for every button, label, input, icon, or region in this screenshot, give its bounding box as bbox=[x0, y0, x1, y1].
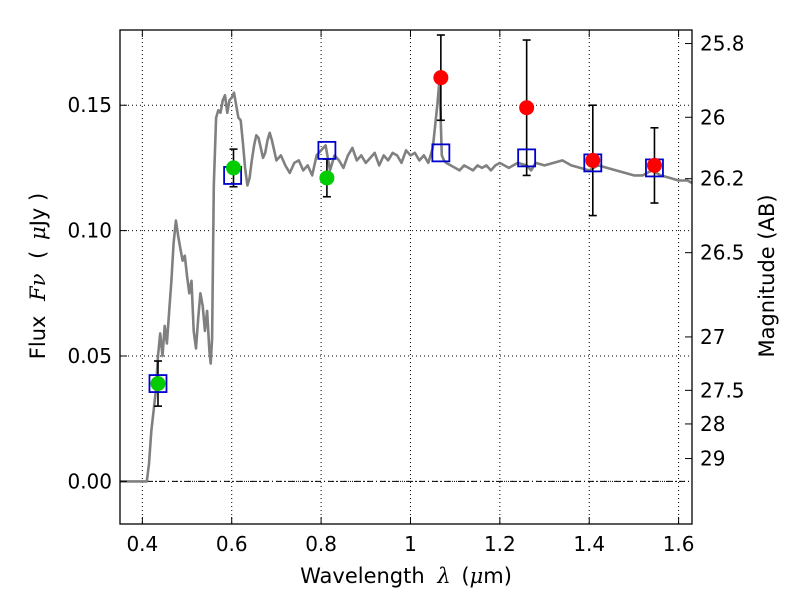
x-axis-label-mu: μ bbox=[470, 564, 484, 588]
y2-tick-label: 29 bbox=[700, 447, 725, 471]
y2-tick-label: 27.5 bbox=[700, 378, 745, 402]
y-tick-label: 0.10 bbox=[67, 219, 112, 243]
x-tick-label: 0.4 bbox=[126, 532, 158, 556]
model-sed-group bbox=[120, 78, 693, 483]
markers-group bbox=[148, 70, 664, 393]
y2-tick-label: 26.5 bbox=[700, 241, 745, 265]
y-axis-label-symbol: Fν bbox=[26, 273, 50, 302]
ticks-group: 0.4 0.6 0.8 1 1.2 1.4 1.6 0.00 0.05 0.10 0.15 25.8 2… bbox=[67, 30, 745, 556]
y2-tick-label: 27 bbox=[700, 325, 725, 349]
y2-tick-label: 28 bbox=[700, 412, 725, 436]
y-axis-label-rest: Jy ) bbox=[26, 193, 50, 229]
red-data-point bbox=[433, 70, 449, 86]
model-square-marker bbox=[431, 143, 451, 163]
x-axis-label-open: ( bbox=[461, 564, 469, 588]
model-square-marker bbox=[517, 148, 537, 168]
model-sed-line bbox=[120, 78, 693, 483]
green-data-point bbox=[319, 170, 335, 186]
x-axis-label-symbol: λ bbox=[436, 564, 450, 588]
x-tick-label: 1.6 bbox=[663, 532, 695, 556]
y-axis-label-open: ( bbox=[26, 251, 50, 259]
green-data-point bbox=[150, 376, 166, 392]
y-axis-label-prefix: Flux bbox=[26, 316, 50, 360]
y-tick-label: 0.15 bbox=[67, 93, 112, 117]
x-tick-label: 1.4 bbox=[573, 532, 605, 556]
y-tick-label: 0.05 bbox=[67, 344, 112, 368]
y2-tick-label: 25.8 bbox=[700, 32, 745, 56]
x-axis-label-prefix: Wavelength bbox=[300, 564, 425, 588]
x-tick-label: 1.2 bbox=[484, 532, 516, 556]
model-square-marker bbox=[148, 374, 168, 393]
x-tick-label: 0.8 bbox=[305, 532, 337, 556]
model-square-marker bbox=[317, 140, 337, 160]
red-data-point bbox=[519, 100, 535, 116]
x-axis-label-rest: m) bbox=[483, 564, 512, 588]
y-tick-label: 0.00 bbox=[67, 469, 112, 493]
red-data-point bbox=[646, 157, 662, 173]
plot-frame bbox=[119, 29, 693, 525]
x-tick-label: 0.6 bbox=[216, 532, 248, 556]
y2-axis-label: Magnitude (AB) bbox=[755, 194, 779, 357]
red-data-point bbox=[585, 152, 601, 168]
y2-tick-label: 26 bbox=[700, 105, 725, 129]
y2-tick-label: 26.2 bbox=[700, 167, 745, 191]
x-axis-label: Wavelength λ (μm) bbox=[300, 564, 512, 588]
x-tick-label: 1 bbox=[404, 532, 417, 556]
y-axis-label-mu: μ bbox=[26, 226, 50, 240]
green-data-point bbox=[226, 160, 242, 176]
y-axis-label: Flux Fν ( μJy ) bbox=[26, 193, 50, 359]
